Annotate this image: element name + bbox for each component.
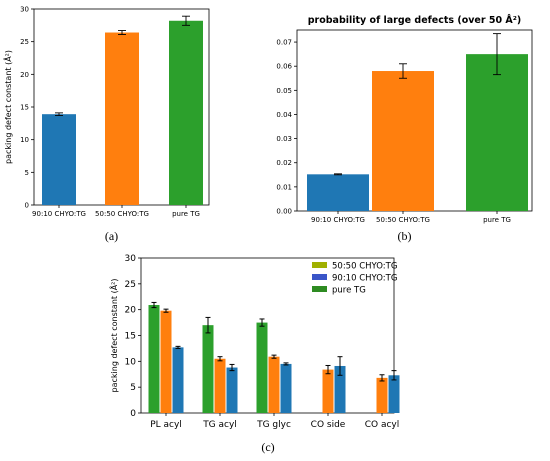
bar bbox=[256, 322, 268, 413]
bar bbox=[160, 310, 172, 413]
x-tick-label: TG acyl bbox=[202, 420, 237, 430]
y-tick-label: 30 bbox=[20, 6, 29, 14]
bar bbox=[169, 20, 203, 206]
y-axis-label: packing defect constant (Å²) bbox=[108, 279, 119, 393]
y-tick-label: 20 bbox=[20, 71, 29, 79]
bar bbox=[322, 369, 334, 413]
y-axis-label: packing defect constant (Å²) bbox=[2, 50, 13, 164]
bar bbox=[376, 377, 388, 413]
y-tick-label: 25 bbox=[125, 280, 136, 290]
bar bbox=[466, 54, 528, 212]
bar bbox=[42, 114, 76, 205]
x-tick-label: pure TG bbox=[172, 210, 200, 218]
bar bbox=[226, 367, 238, 413]
legend-swatch bbox=[312, 274, 327, 280]
y-tick-label: 0.01 bbox=[276, 183, 292, 191]
x-tick-label: 50:50 CHYO:TG bbox=[376, 216, 430, 224]
panel-label: (a) bbox=[105, 229, 118, 243]
y-tick-label: 20 bbox=[125, 306, 137, 316]
y-tick-label: 15 bbox=[20, 104, 29, 112]
y-tick-label: 5 bbox=[25, 169, 29, 177]
y-tick-label: 0.00 bbox=[276, 208, 292, 216]
legend-swatch bbox=[312, 262, 327, 268]
x-tick-label: CO acyl bbox=[365, 420, 400, 430]
x-tick-label: pure TG bbox=[483, 216, 511, 224]
x-tick-label: 90:10 CHYO:TG bbox=[311, 216, 365, 224]
bar bbox=[268, 356, 280, 413]
chart-panel-b: 0.00 0.01 0.02 0.03 0.04 0.05 0.06 0.07 90:10 CH… bbox=[276, 15, 533, 243]
y-tick-label: 0.03 bbox=[276, 135, 292, 143]
y-tick-label: 10 bbox=[20, 136, 29, 144]
x-tick-label: 50:50 CHYO:TG bbox=[95, 210, 149, 218]
bar bbox=[307, 174, 369, 211]
x-tick-label: TG glyc bbox=[256, 420, 291, 430]
y-tick-label: 0.04 bbox=[276, 111, 292, 119]
bar bbox=[148, 305, 160, 413]
y-tick-label: 0 bbox=[130, 409, 136, 419]
y-tick-label: 0.02 bbox=[276, 159, 292, 167]
chart-title: probability of large defects (over 50 Å²… bbox=[308, 15, 522, 26]
legend-entry: pure TG bbox=[332, 286, 366, 296]
y-tick-label: 0.06 bbox=[276, 63, 292, 71]
x-tick-label: PL acyl bbox=[150, 420, 182, 430]
y-tick-label: 5 bbox=[130, 383, 136, 393]
y-tick-label: 15 bbox=[125, 332, 136, 342]
chart-panel-c: 0 5 10 15 20 25 30 PL acyl TG acyl TG glyc CO side… bbox=[108, 254, 400, 454]
panel-label: (b) bbox=[398, 229, 412, 243]
y-tick-label: 30 bbox=[125, 254, 137, 264]
legend-entry: 90:10 CHYO:TG bbox=[332, 274, 397, 284]
y-tick-label: 0.07 bbox=[276, 39, 292, 47]
x-tick-label: CO side bbox=[311, 420, 346, 430]
chart-panel-a: 0 5 10 15 20 25 30 90:10 CHYO:TG 50:50 CHYO:TG pu… bbox=[2, 6, 210, 243]
bar bbox=[214, 358, 226, 413]
y-tick-label: 0.05 bbox=[276, 87, 292, 95]
bar bbox=[202, 325, 214, 413]
bar bbox=[172, 347, 184, 413]
bar bbox=[334, 365, 346, 413]
x-tick-label: 90:10 CHYO:TG bbox=[32, 210, 86, 218]
bar bbox=[105, 32, 139, 205]
y-tick-label: 10 bbox=[125, 357, 137, 367]
legend-swatch bbox=[312, 286, 327, 292]
bar bbox=[388, 375, 400, 413]
panel-label: (c) bbox=[261, 440, 274, 454]
bar bbox=[280, 363, 292, 413]
y-tick-label: 25 bbox=[20, 38, 29, 46]
y-tick-label: 0 bbox=[25, 202, 29, 210]
bar bbox=[372, 71, 434, 211]
legend-entry: 50:50 CHYO:TG bbox=[332, 262, 397, 272]
